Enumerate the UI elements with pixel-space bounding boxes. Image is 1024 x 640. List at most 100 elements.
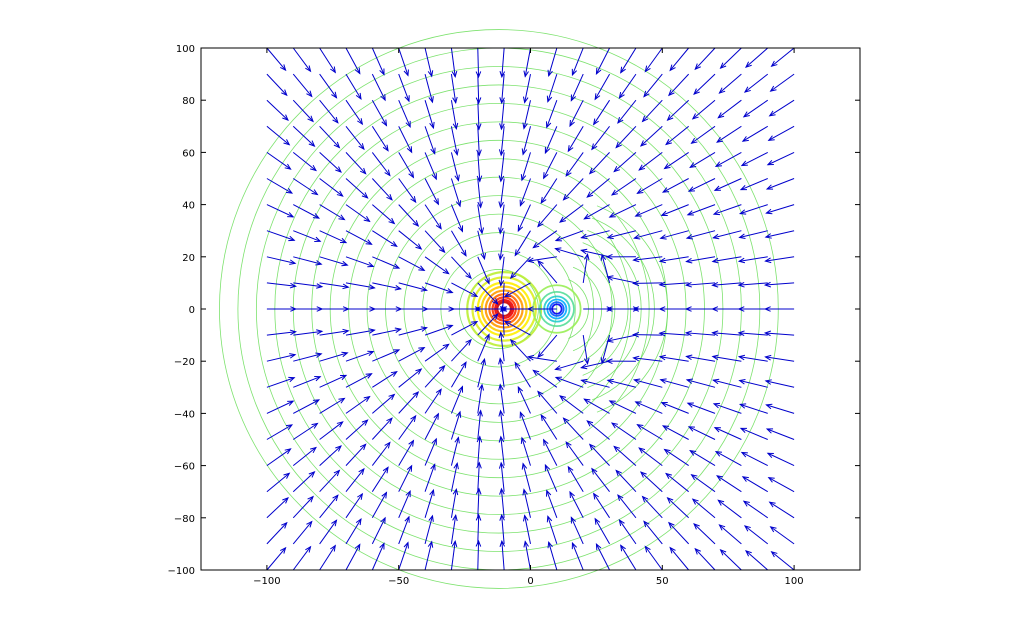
field-arrow: [450, 204, 463, 232]
field-arrow: [266, 522, 288, 545]
arrow-head: [608, 212, 616, 218]
field-arrow: [372, 282, 401, 290]
field-arrow: [319, 494, 339, 519]
arrow-head: [641, 495, 649, 503]
arrow-head: [763, 281, 772, 288]
field-arrow: [398, 440, 414, 466]
field-arrow: [398, 327, 427, 336]
arrow-head: [770, 550, 778, 558]
field-arrow: [620, 47, 637, 73]
field-arrow: [523, 100, 531, 129]
field-arrow: [665, 125, 689, 145]
field-arrow: [398, 152, 414, 178]
arrow-head: [562, 193, 570, 201]
field-arrow: [450, 152, 459, 181]
arrow-head: [460, 361, 467, 369]
field-arrow: [424, 388, 442, 414]
arrow-head: [446, 288, 454, 294]
arrow-head: [738, 403, 747, 409]
field-arrow: [424, 282, 453, 293]
x-tick-label: 100: [785, 576, 804, 587]
field-arrow: [514, 362, 531, 388]
field-arrow: [742, 125, 768, 142]
arrow-head: [498, 279, 505, 287]
arrow-head: [766, 159, 774, 166]
field-arrow: [617, 494, 637, 519]
arrow-head: [475, 71, 482, 79]
field-arrow: [524, 47, 531, 77]
arrow-head: [737, 330, 745, 337]
arrow-head: [666, 114, 674, 121]
field-arrow: [477, 541, 480, 571]
field-arrow: [559, 395, 584, 414]
arrow-head: [712, 209, 721, 216]
field-arrow: [522, 126, 531, 155]
arrow-head: [711, 330, 719, 336]
field-arrow: [319, 374, 347, 388]
arrow-head: [491, 313, 499, 320]
arrow-head: [620, 66, 626, 74]
arrow-head: [714, 161, 723, 168]
field-arrow: [581, 230, 610, 239]
field-arrow: [266, 377, 295, 388]
arrow-head: [522, 488, 528, 496]
field-arrow: [740, 204, 768, 215]
field-arrow: [345, 329, 375, 336]
field-arrow: [424, 438, 437, 466]
arrow-head: [478, 383, 485, 391]
field-arrow: [712, 332, 742, 336]
field-arrow: [398, 368, 422, 388]
arrow-head: [526, 257, 535, 264]
arrow-head: [633, 234, 641, 240]
field-arrow: [765, 282, 795, 286]
arrow-head: [712, 233, 720, 240]
field-arrow: [424, 464, 436, 492]
arrow-head: [571, 541, 578, 550]
field-arrow: [319, 73, 337, 98]
field-arrow: [714, 178, 742, 191]
field-arrow: [640, 471, 663, 493]
arrow-head: [567, 465, 574, 473]
field-arrow: [372, 349, 400, 362]
field-arrow: [345, 396, 370, 414]
arrow-head: [475, 97, 482, 105]
field-arrow: [398, 126, 413, 153]
field-arrow: [345, 152, 367, 175]
arrow-head: [605, 306, 613, 312]
field-arrow: [266, 497, 289, 519]
arrow-head: [406, 464, 413, 472]
field-arrow: [694, 47, 716, 70]
field-arrow: [477, 204, 483, 234]
arrow-head: [359, 443, 367, 451]
field-arrow: [293, 230, 321, 242]
arrow-head: [554, 236, 562, 242]
arrow-head: [340, 374, 348, 381]
field-arrow: [266, 331, 296, 336]
field-arrow: [719, 73, 742, 94]
field-arrow: [450, 47, 456, 77]
field-arrow: [371, 417, 393, 440]
field-arrow: [501, 514, 505, 544]
arrow-head: [661, 187, 670, 193]
field-arrow: [565, 152, 584, 177]
field-arrow: [533, 230, 558, 249]
arrow-head: [312, 213, 321, 219]
arrow-head: [287, 212, 295, 218]
arrow-head: [580, 363, 588, 370]
arrow-head: [442, 268, 450, 275]
arrow-head: [554, 247, 562, 253]
arrow-head: [307, 495, 314, 503]
arrow-head: [580, 233, 588, 240]
arrow-head: [475, 513, 482, 521]
arrow-head: [737, 257, 746, 264]
field-arrow: [662, 425, 689, 440]
field-arrow: [694, 548, 716, 571]
arrow-head: [283, 472, 291, 479]
arrow-head: [768, 110, 776, 117]
field-arrow: [500, 126, 505, 156]
arrow-head: [658, 306, 666, 312]
arrow-head: [418, 346, 426, 353]
y-tick-label: 40: [182, 201, 195, 212]
field-arrow: [765, 256, 795, 262]
arrow-head: [475, 123, 482, 131]
